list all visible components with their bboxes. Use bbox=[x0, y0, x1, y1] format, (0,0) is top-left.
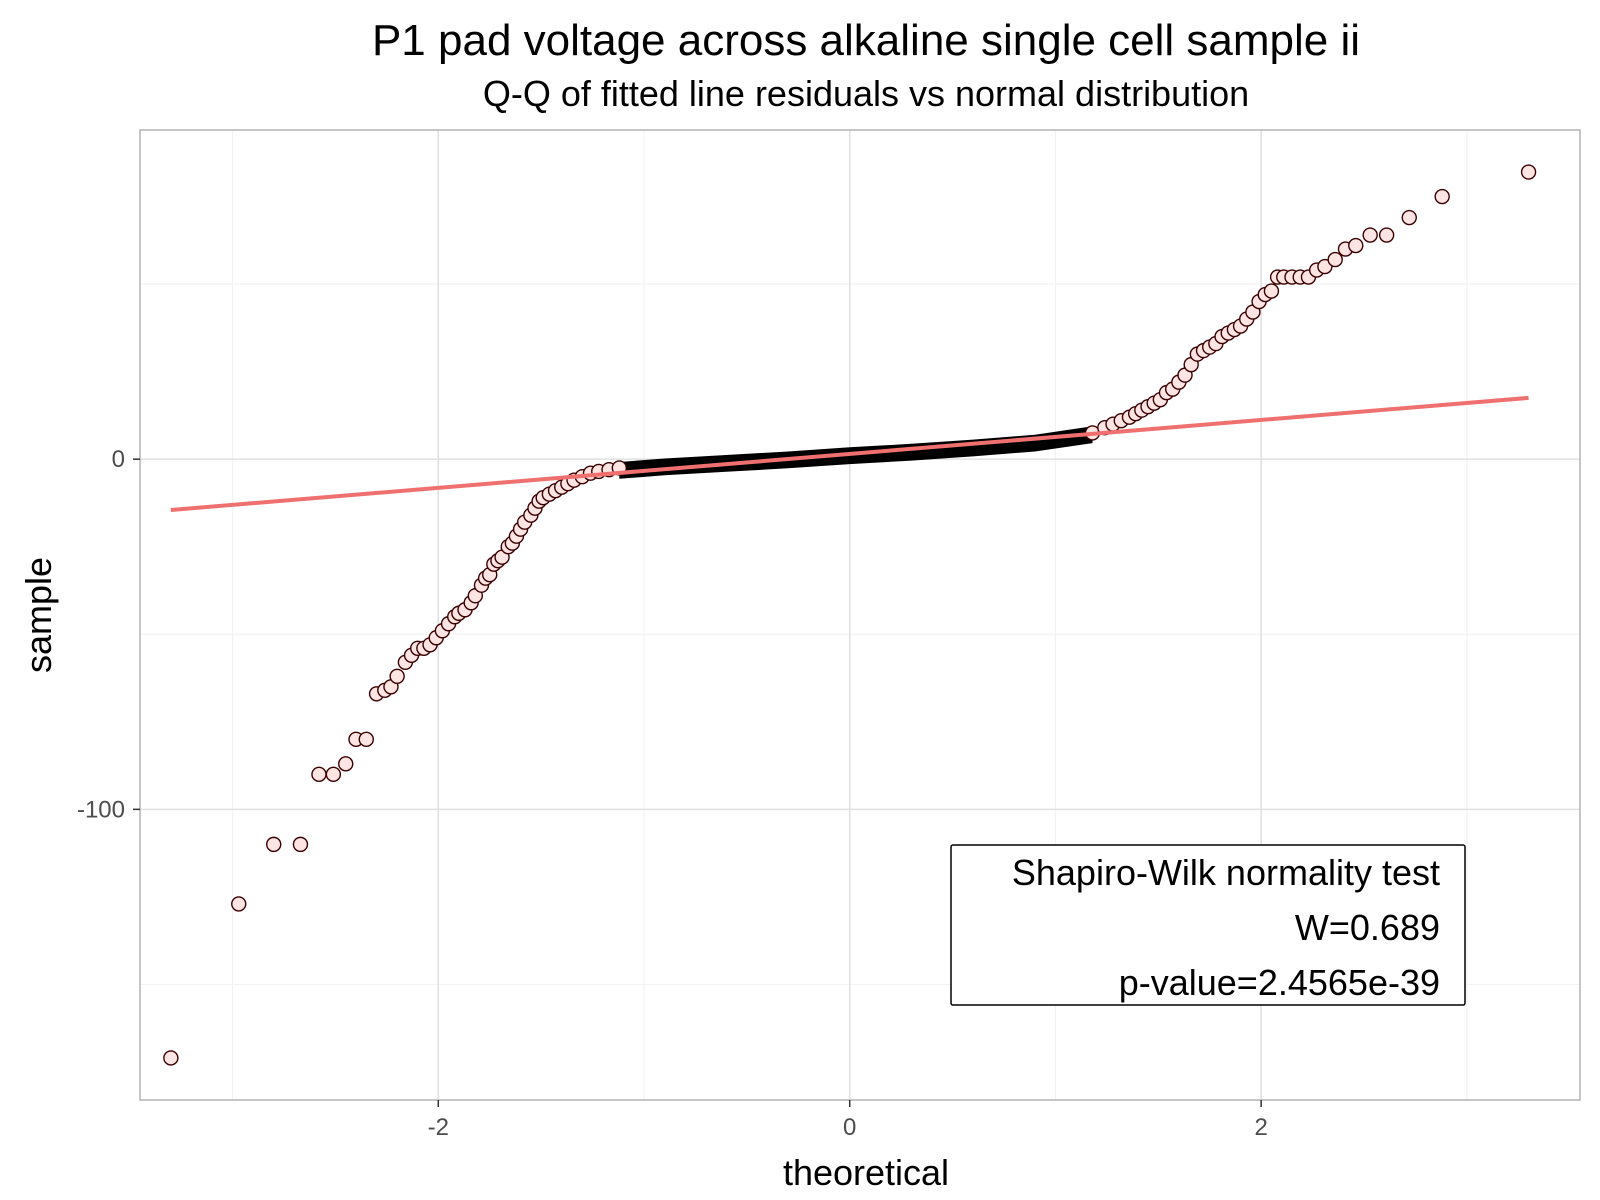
qq-point bbox=[1348, 237, 1364, 254]
x-axis-title: theoretical bbox=[783, 1152, 949, 1193]
qq-point bbox=[1401, 209, 1417, 226]
annotation-line-p-value: p-value=2.4565e-39 bbox=[1119, 962, 1440, 1003]
qq-point bbox=[1263, 283, 1280, 299]
shapiro-wilk-annotation: Shapiro-Wilk normality test W=0.689 p-va… bbox=[950, 844, 1466, 1006]
qq-point bbox=[311, 766, 327, 783]
annotation-line-w: W=0.689 bbox=[1295, 907, 1440, 948]
qq-point bbox=[1434, 188, 1450, 205]
qq-point bbox=[325, 766, 342, 783]
qq-point bbox=[292, 836, 309, 853]
chart-title: P1 pad voltage across alkaline single ce… bbox=[372, 16, 1360, 65]
qq-point bbox=[358, 731, 374, 748]
qq-point bbox=[163, 1050, 179, 1066]
y-tick-label: 0 bbox=[112, 446, 125, 473]
x-tick-label: -2 bbox=[428, 1114, 449, 1141]
qq-point bbox=[338, 756, 354, 772]
qq-point bbox=[1362, 227, 1378, 243]
x-tick-label: 0 bbox=[843, 1114, 856, 1141]
y-tick-label: -100 bbox=[77, 796, 125, 823]
chart-subtitle: Q-Q of fitted line residuals vs normal d… bbox=[483, 73, 1249, 114]
qq-point bbox=[389, 668, 405, 684]
reference-line bbox=[170, 395, 1529, 512]
qq-point bbox=[266, 836, 282, 853]
qq-point bbox=[1520, 164, 1537, 180]
annotation-line-test-name: Shapiro-Wilk normality test bbox=[1012, 852, 1440, 893]
x-tick-label: 2 bbox=[1254, 1114, 1267, 1141]
y-axis-ticks: -100 0 bbox=[77, 446, 140, 823]
plot-panel-border bbox=[139, 129, 1581, 1101]
qq-point bbox=[231, 896, 247, 912]
y-axis-title: sample bbox=[18, 557, 59, 673]
x-axis-ticks: -2 0 2 bbox=[428, 1100, 1268, 1141]
annotation-box bbox=[950, 844, 1466, 1006]
sample-points bbox=[163, 164, 1537, 1066]
qq-point bbox=[1378, 227, 1395, 243]
qq-point bbox=[1327, 251, 1343, 268]
